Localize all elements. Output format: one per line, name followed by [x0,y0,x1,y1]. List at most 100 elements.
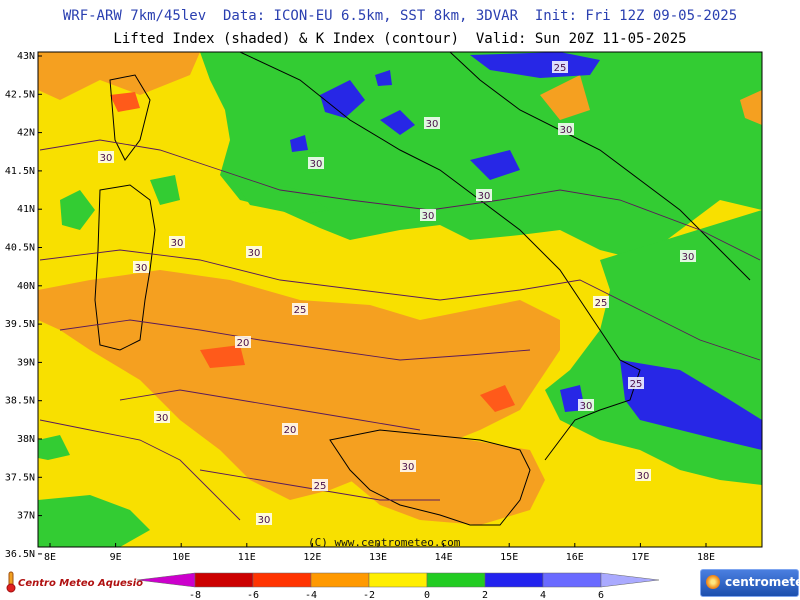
contour-label-bg [558,123,574,135]
contour-label-bg [246,246,262,258]
colorbar-cell [426,572,486,588]
lon-label: 8E [44,552,56,563]
contour-label-bg [635,469,651,481]
lat-label: 37N [17,511,35,522]
logo-centrometeo: centrometeo [700,569,800,597]
colorbar-cell [484,572,544,588]
lat-label: 41.5N [5,166,35,177]
contour-label-bg [235,336,251,348]
lat-label: 42N [17,128,35,139]
contour-label: 30 [637,471,650,482]
contour-label-bg [680,250,696,262]
latitude-labels: 43N 42.5N 42N 41.5N 41N 40.5N 40N 39.5N 39N 38.5N… [5,51,42,560]
contour-value-labels: 25 30 30 30 30 30 30 25 30 30 30 30 25 20 20 30 25 30 30 25… [98,61,696,526]
contour-label: 30 [580,401,593,412]
lon-label: 9E [110,552,122,563]
contour-label-bg [282,423,298,435]
contour-label: 20 [237,338,250,349]
lat-label: 43N [17,51,35,62]
contour-label-bg [578,399,594,411]
colorbar-cell [310,572,370,588]
contour-label: 20 [284,425,297,436]
contour-label: 25 [314,481,327,492]
contour-label: 30 [171,238,184,249]
copyright-credit: (C) www.centrometeo.com [308,536,461,549]
lon-label: 11E [238,552,256,563]
lon-label: 14E [435,552,453,563]
lon-label: 17E [631,552,649,563]
lat-label: 39N [17,357,35,368]
header-title-line2: Lifted Index (shaded) & K Index (contour… [113,31,687,47]
colorbar-tick-label: -2 [363,590,375,600]
lat-label: 38N [17,434,35,445]
lon-label: 16E [566,552,584,563]
contour-label: 30 [156,413,169,424]
lat-label: 40N [17,281,35,292]
contour-label: 25 [294,305,307,316]
logo-right-text: centrometeo [725,575,800,589]
longitude-labels: 8E 9E 10E 11E 12E 13E 14E 15E 16E 17E 18E [44,543,715,563]
contour-label: 30 [426,119,439,130]
colorbar-cell [194,572,254,588]
lat-label: 37.5N [5,472,35,483]
contour-label: 30 [560,125,573,136]
colorbar: -8 -6 -4 -2 0 2 4 6 [136,572,660,600]
map-frame [37,51,763,548]
contour-label-bg [420,209,436,221]
thermometer-logo-icon [6,571,16,593]
contour-label: 30 [258,515,271,526]
header-title-line1: WRF-ARW 7km/45lev Data: ICON-EU 6.5km, S… [62,8,738,24]
lon-label: 10E [172,552,190,563]
contour-label-bg [154,411,170,423]
colorbar-cell [252,572,312,588]
colorbar-tick-label: 6 [598,590,604,600]
lat-label: 40.5N [5,243,35,254]
contour-label: 30 [402,462,415,473]
contour-label: 30 [248,248,261,259]
k-index-contours [39,139,761,521]
colorbar-tick-label: 0 [424,590,430,600]
contour-label-bg [169,236,185,248]
contour-label: 30 [422,211,435,222]
lon-label: 12E [303,552,321,563]
contour-label-bg [133,261,149,273]
contour-label-bg [308,157,324,169]
lat-label: 38.5N [5,396,35,407]
contour-label-bg [98,151,114,163]
colorbar-tick-label: 4 [540,590,546,600]
lat-label: 42.5N [5,89,35,100]
logo-centro-meteo-aquesio: Centro Meteo Aquesio [2,569,143,597]
colorbar-cell [542,572,602,588]
contour-label-bg [312,479,328,491]
contour-label-bg [552,61,568,73]
colorbar-tick-label: -4 [305,590,317,600]
colorbar-right-triangle [600,572,660,588]
lifted-index-field [38,52,762,547]
colorbar-tick-label: -6 [247,590,259,600]
contour-label-bg [593,296,609,308]
contour-label: 25 [595,298,608,309]
contour-label: 25 [554,63,567,74]
lon-label: 18E [697,552,715,563]
lat-label: 36.5N [5,549,35,560]
lon-label: 13E [369,552,387,563]
contour-label: 30 [135,263,148,274]
contour-label: 30 [310,159,323,170]
lat-label: 39.5N [5,319,35,330]
contour-label-bg [256,513,272,525]
colorbar-cell [368,572,428,588]
coastlines [94,51,751,526]
colorbar-tick-label: -8 [189,590,201,600]
contour-label-bg [292,303,308,315]
contour-label-bg [628,377,644,389]
colorbar-left-triangle [136,572,196,588]
contour-label: 30 [100,153,113,164]
logo-left-text: Centro Meteo Aquesio [18,578,143,589]
contour-label: 30 [478,191,491,202]
contour-label-bg [476,189,492,201]
contour-label: 25 [630,379,643,390]
lon-label: 15E [500,552,518,563]
contour-label-bg [424,117,440,129]
colorbar-tick-label: 2 [482,590,488,600]
